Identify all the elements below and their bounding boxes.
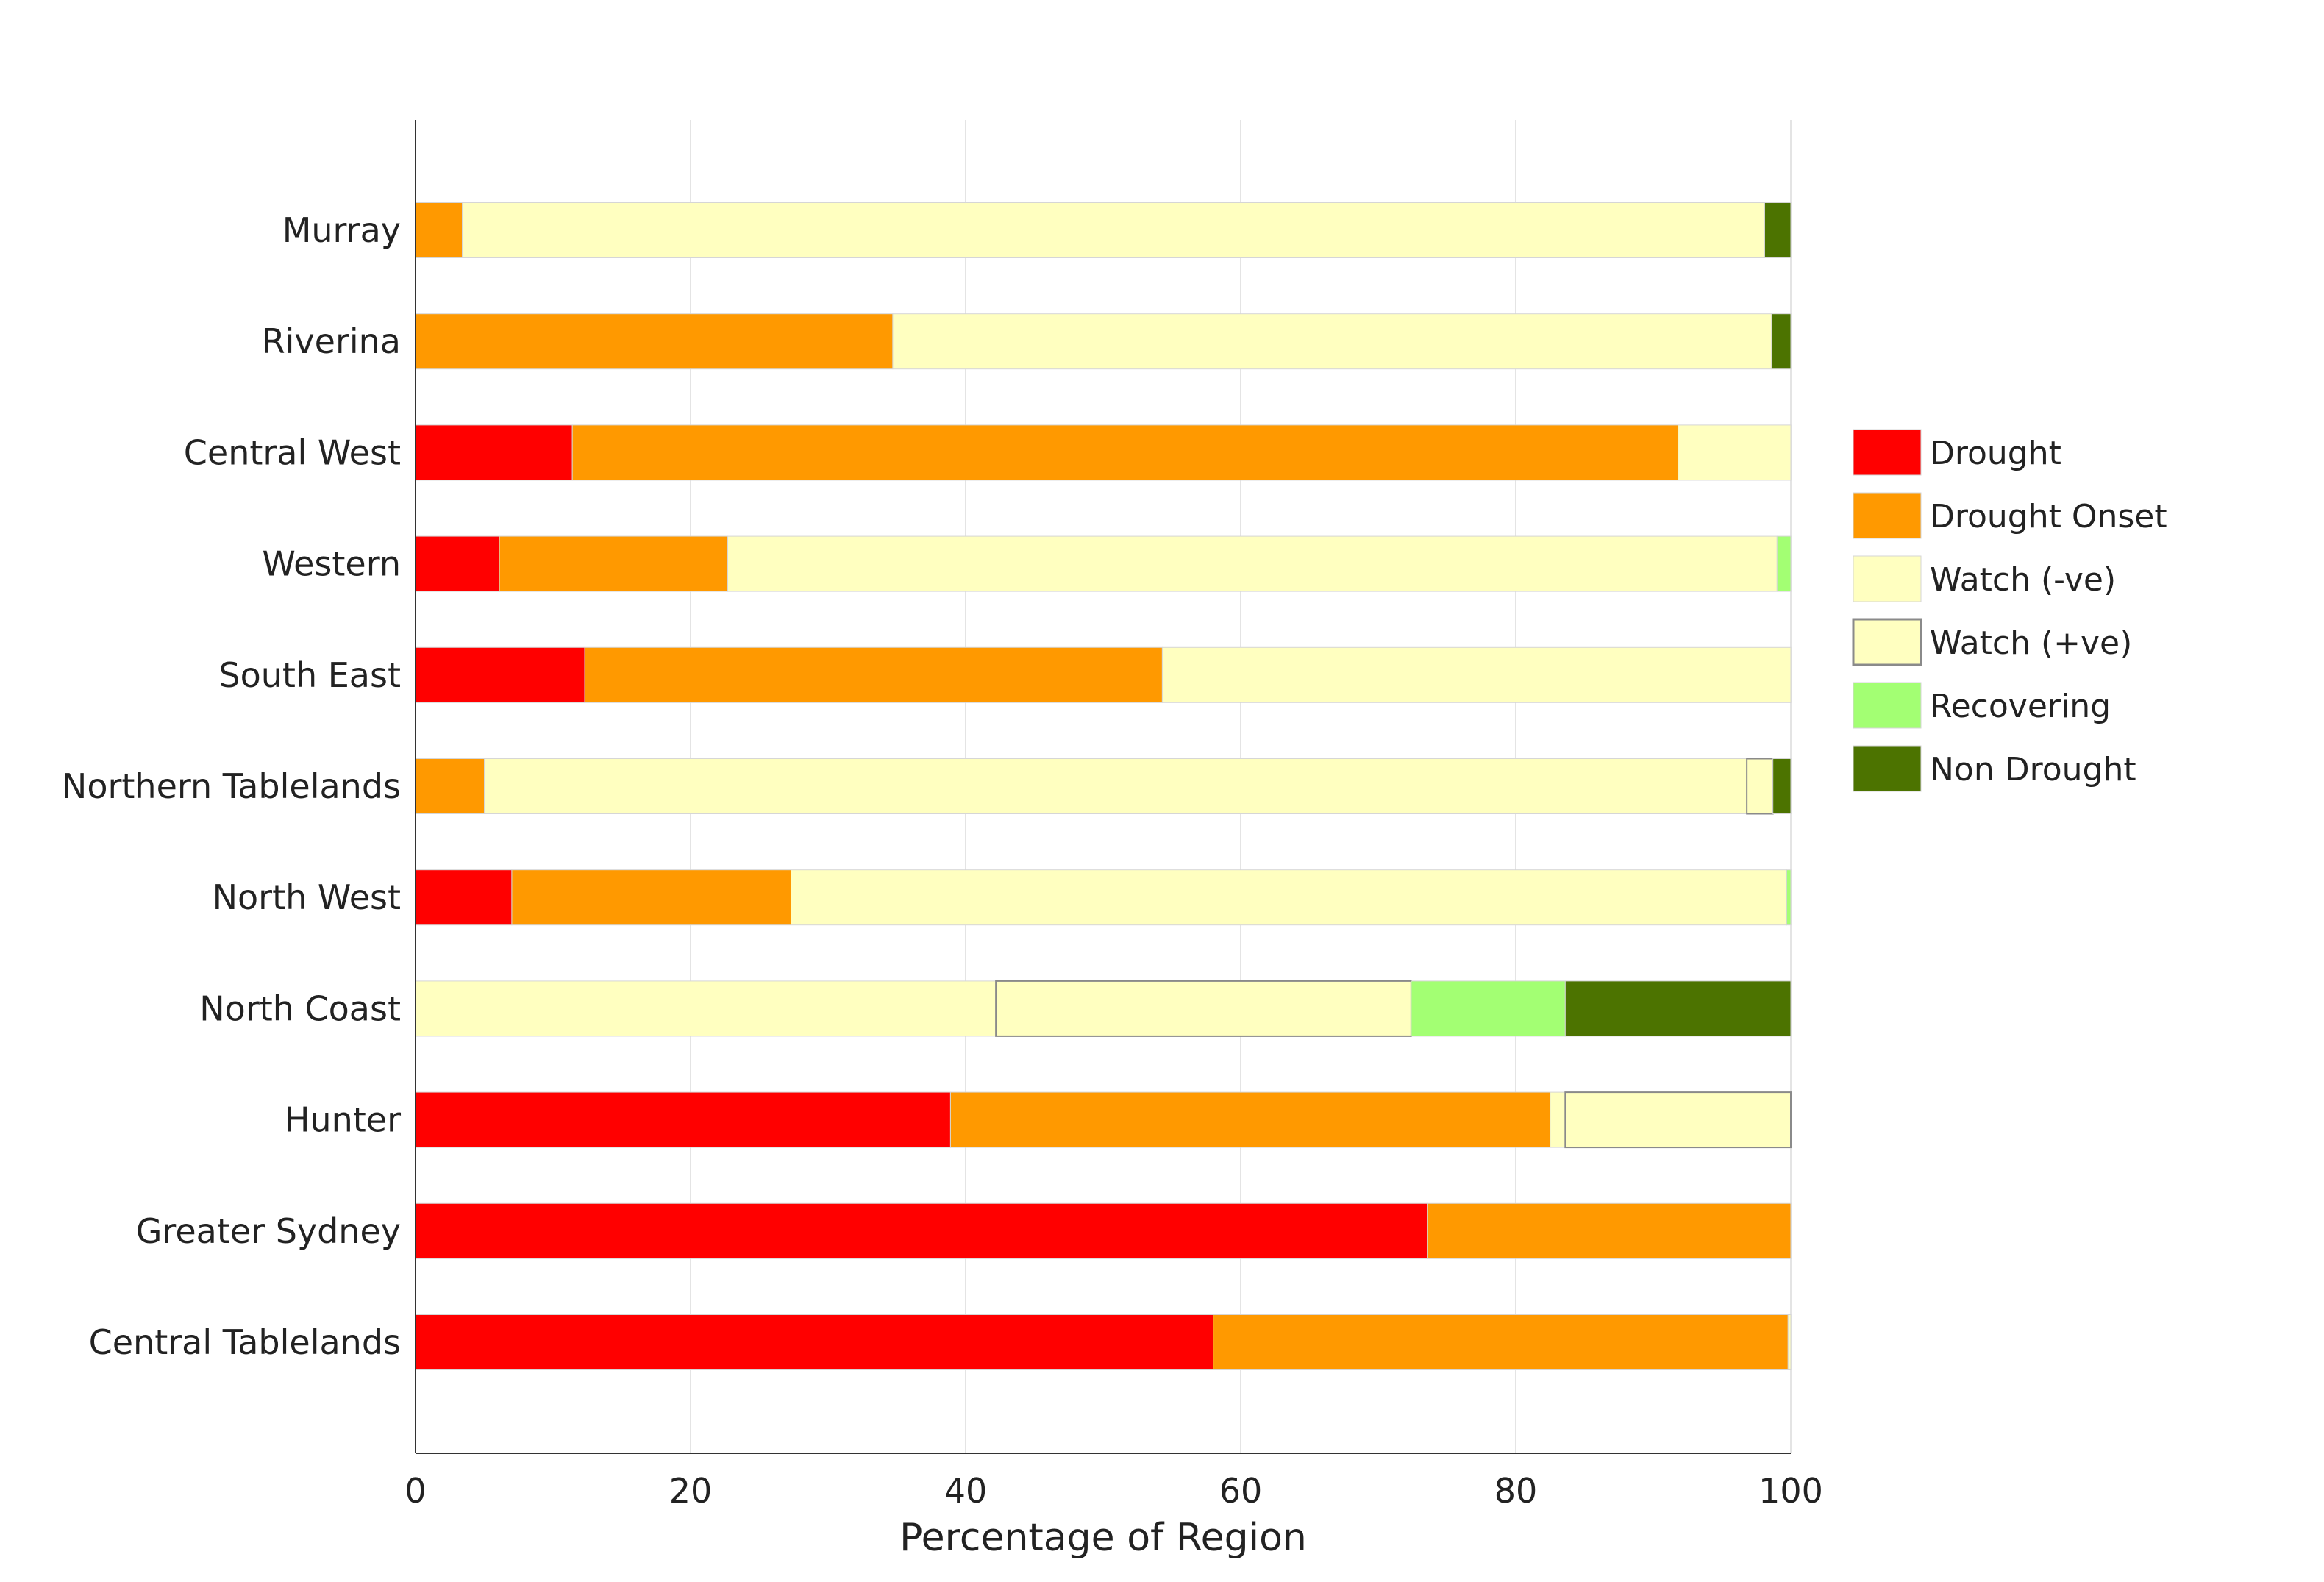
- legend-swatch-non-drought: [1853, 745, 1922, 792]
- legend-label-drought-onset: Drought Onset: [1930, 498, 2167, 535]
- bar-north-west-drought-onset: [511, 869, 792, 926]
- category-label: Hunter: [285, 1100, 401, 1140]
- legend-swatch-watch-negative: [1853, 555, 1922, 602]
- bar-western-recovering: [1776, 535, 1792, 592]
- bar-northern-tablelands-watch-positive: [1746, 758, 1774, 815]
- bar-greater-sydney-drought-onset: [1427, 1202, 1792, 1259]
- x-tick-label: 100: [1758, 1471, 1823, 1511]
- bar-central-tablelands-drought: [415, 1314, 1214, 1370]
- x-axis-title: Percentage of Region: [899, 1516, 1307, 1560]
- bar-greater-sydney-drought: [415, 1202, 1428, 1259]
- category-label: Western: [262, 544, 401, 584]
- bar-western-drought-onset: [499, 535, 728, 592]
- bar-central-west-drought: [415, 424, 573, 481]
- bar-northern-tablelands-watch-negative: [484, 758, 1747, 814]
- x-tick-label: 20: [669, 1471, 713, 1511]
- legend-swatch-watch-positive: [1852, 618, 1922, 666]
- bar-hunter-drought-onset: [949, 1091, 1551, 1148]
- x-tick-label: 60: [1219, 1471, 1263, 1511]
- bar-north-west-watch-negative: [791, 869, 1787, 926]
- legend-label-non-drought: Non Drought: [1930, 751, 2136, 788]
- legend-swatch-drought: [1853, 429, 1922, 476]
- bar-western-drought: [415, 535, 500, 592]
- bar-murray-drought-onset: [415, 202, 463, 258]
- category-label: North West: [213, 877, 401, 917]
- bar-murray-non-drought: [1764, 202, 1792, 258]
- category-label: Murray: [282, 210, 401, 250]
- legend-label-recovering: Recovering: [1930, 688, 2111, 725]
- axes: [415, 120, 1791, 1454]
- bar-central-tablelands-drought-onset: [1213, 1314, 1789, 1370]
- legend: Drought Drought Onset Watch (-ve) Watch (+v…: [1852, 429, 2167, 792]
- bar-hunter-watch-positive: [1564, 1091, 1792, 1149]
- x-tick-label: 80: [1494, 1471, 1538, 1511]
- category-label: North Coast: [199, 988, 401, 1028]
- x-tick-label: 0: [404, 1471, 426, 1511]
- legend-label-watch-negative: Watch (-ve): [1930, 561, 2116, 599]
- x-tick-label: 40: [944, 1471, 988, 1511]
- bar-riverina-drought-onset: [415, 313, 894, 370]
- bar-north-coast-recovering: [1411, 980, 1566, 1037]
- legend-label-drought: Drought: [1930, 435, 2061, 472]
- category-label: Greater Sydney: [136, 1211, 401, 1251]
- bar-north-west-recovering: [1786, 869, 1792, 926]
- category-label: South East: [218, 655, 401, 695]
- legend-label-watch-positive: Watch (+ve): [1930, 624, 2132, 662]
- bar-north-coast-non-drought: [1564, 980, 1792, 1037]
- category-labels: Murray Riverina Central West Western South E…: [62, 210, 401, 1362]
- bar-riverina-non-drought: [1771, 313, 1792, 370]
- x-tick-labels: 0 20 40 60 80 100: [404, 1471, 1823, 1511]
- legend-swatch-drought-onset: [1853, 492, 1922, 539]
- bar-northern-tablelands-non-drought: [1772, 758, 1792, 814]
- bar-northern-tablelands-drought-onset: [415, 758, 485, 814]
- bar-hunter-watch-negative: [1550, 1091, 1566, 1148]
- bar-north-coast-watch-negative: [415, 980, 997, 1037]
- category-label: Riverina: [262, 321, 401, 361]
- bar-murray-watch-negative: [462, 202, 1765, 258]
- category-label: Central West: [184, 432, 401, 472]
- bar-central-west-watch-negative: [1678, 424, 1792, 481]
- legend-swatch-recovering: [1853, 682, 1922, 729]
- bar-south-east-watch-negative: [1161, 646, 1792, 703]
- bar-central-tablelands-watch-negative: [1787, 1314, 1792, 1370]
- bar-western-watch-negative: [727, 535, 1778, 592]
- bar-hunter-drought: [415, 1091, 951, 1148]
- bar-riverina-watch-negative: [892, 313, 1772, 370]
- bar-north-west-drought: [415, 869, 513, 926]
- bar-central-west-drought-onset: [571, 424, 1679, 481]
- bar-north-coast-watch-positive: [995, 980, 1412, 1037]
- bar-south-east-drought: [415, 646, 585, 703]
- category-label: Central Tablelands: [89, 1322, 401, 1362]
- category-label: Northern Tablelands: [62, 766, 401, 806]
- bar-south-east-drought-onset: [584, 646, 1163, 703]
- bars: [415, 202, 1792, 1370]
